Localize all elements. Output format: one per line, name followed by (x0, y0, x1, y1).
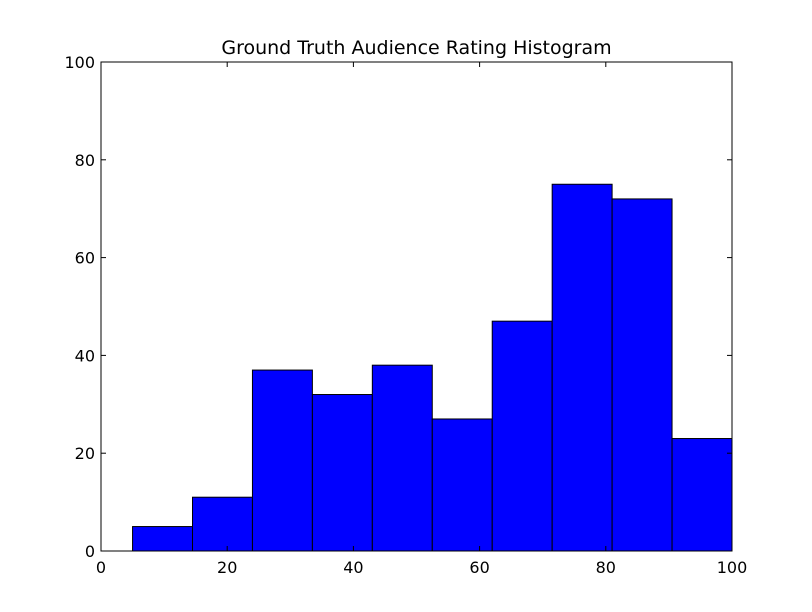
histogram-bar-6 (491, 320, 553, 552)
x-tick-label-0: 0 (96, 558, 106, 577)
histogram-bar-2 (251, 369, 313, 552)
y-tick-label-5: 100 (64, 53, 95, 72)
y-tick-label-1: 20 (75, 444, 95, 463)
tick-labels-group: 0 20 40 60 80 100 0 20 40 60 80 100 (64, 53, 747, 577)
x-tick-label-4: 80 (596, 558, 616, 577)
x-tick-label-1: 20 (217, 558, 237, 577)
histogram-bar-0 (132, 526, 193, 552)
plot-frame (100, 61, 733, 552)
x-tick-label-3: 60 (469, 558, 489, 577)
y-tick-label-3: 60 (75, 249, 95, 268)
chart-title: Ground Truth Audience Rating Histogram (221, 37, 611, 59)
histogram-bar-4 (371, 364, 433, 552)
histogram-bar-5 (431, 418, 493, 552)
histogram-bar-8 (611, 198, 673, 552)
y-tick-label-2: 40 (75, 346, 95, 365)
y-tick-label-4: 80 (75, 151, 95, 170)
histogram-bar-9 (671, 438, 733, 552)
histogram-bar-1 (191, 496, 253, 552)
x-tick-label-5: 100 (717, 558, 748, 577)
histogram-bar-3 (311, 394, 373, 552)
histogram-bar-7 (551, 183, 613, 552)
bars-group (132, 183, 733, 552)
y-tick-label-0: 0 (85, 542, 95, 561)
x-tick-label-2: 40 (343, 558, 363, 577)
